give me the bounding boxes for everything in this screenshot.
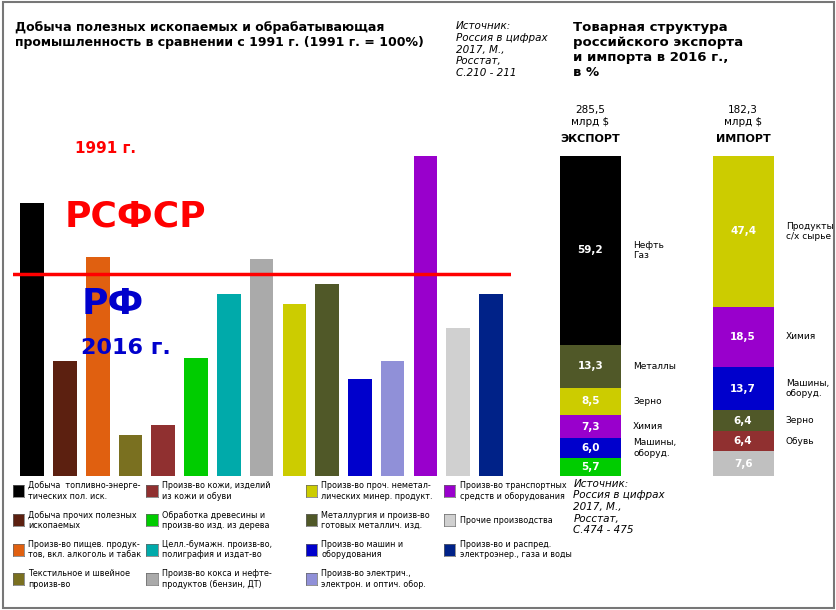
Text: Нефть
Газ: Нефть Газ [632,240,663,260]
Bar [119,436,142,476]
Bar [711,431,772,451]
Text: 1991 г.: 1991 г. [74,142,135,156]
Text: Химия: Химия [785,332,815,342]
Text: 6,0: 6,0 [580,443,599,453]
Text: 47,4: 47,4 [729,226,755,237]
Text: 5,7: 5,7 [580,462,599,472]
Text: Источник:
Россия в цифрах
2017, М.,
Росстат,
С.474 - 475: Источник: Россия в цифрах 2017, М., Росс… [573,479,664,535]
Text: Обработка древесины и
произв-во изд. из дерева: Обработка древесины и произв-во изд. из … [162,511,269,530]
Text: Произв-во кожи, изделий
из кожи и обуви: Произв-во кожи, изделий из кожи и обуви [162,481,271,501]
Bar [559,388,620,415]
Text: Произв-во машин и
оборудования: Произв-во машин и оборудования [321,540,403,559]
Text: Машины,
оборуд.: Машины, оборуд. [632,438,675,458]
Text: Произв-во пищев. продук-
тов, вкл. алкоголь и табак: Произв-во пищев. продук- тов, вкл. алког… [28,540,141,559]
Text: 7,6: 7,6 [733,459,752,468]
Text: 59,2: 59,2 [577,245,603,256]
Text: Обувь: Обувь [785,437,813,446]
Bar [20,203,44,476]
Text: Добыча полезных ископаемых и обрабатывающая
промышленность в сравнении с 1991 г.: Добыча полезных ископаемых и обрабатываю… [15,21,424,49]
Bar [559,439,620,458]
Bar [54,361,77,476]
Bar [380,361,404,476]
Text: Текстильное и швейное
произв-во: Текстильное и швейное произв-во [28,569,130,589]
Bar [711,367,772,411]
Bar [711,307,772,367]
Text: Добыча прочих полезных
ископаемых: Добыча прочих полезных ископаемых [28,511,137,530]
Bar [217,294,240,476]
Text: 18,5: 18,5 [729,332,755,342]
Text: 182,3
млрд $: 182,3 млрд $ [723,105,762,127]
Text: ЭКСПОРТ: ЭКСПОРТ [560,134,619,145]
Bar [283,304,306,476]
Bar [151,425,175,476]
Bar [559,156,620,345]
Text: Прочие производства: Прочие производства [459,516,552,525]
Text: Металлы: Металлы [632,362,675,371]
Bar [478,294,502,476]
Text: Зерно: Зерно [785,416,813,425]
Bar [86,257,110,476]
Text: 13,7: 13,7 [729,384,755,393]
Text: Источник:
Россия в цифрах
2017, М.,
Росстат,
С.210 - 211: Источник: Россия в цифрах 2017, М., Росс… [456,21,547,77]
Text: 6,4: 6,4 [733,416,752,426]
Text: Машины,
оборуд.: Машины, оборуд. [785,379,828,398]
Text: Произв-во электрич.,
электрон. и оптич. обор.: Произв-во электрич., электрон. и оптич. … [321,569,426,589]
Bar [559,345,620,388]
Bar [348,379,371,476]
Bar [559,458,620,476]
Bar [559,415,620,439]
Bar [184,359,207,476]
Text: Произв-во проч. неметал-
лических минер. продукт.: Произв-во проч. неметал- лических минер.… [321,481,432,501]
Text: 285,5
млрд $: 285,5 млрд $ [571,105,609,127]
Bar [249,259,273,476]
Text: РСФСР: РСФСР [65,200,206,234]
Bar [413,156,436,476]
Bar [315,284,339,476]
Text: 6,4: 6,4 [733,436,752,446]
Text: Продукты
с/х сырье: Продукты с/х сырье [785,222,833,241]
Text: Произв-во и распред.
электроэнер., газа и воды: Произв-во и распред. электроэнер., газа … [459,540,571,559]
Text: Произв-во транспортных
средств и оборудования: Произв-во транспортных средств и оборудо… [459,481,565,501]
Text: 8,5: 8,5 [580,396,599,406]
Text: РФ: РФ [81,287,144,321]
Bar [446,328,469,476]
Text: 7,3: 7,3 [580,422,599,432]
Text: Добыча  топливно-энерге-
тических пол. иск.: Добыча топливно-энерге- тических пол. ис… [28,481,140,501]
Text: Металлургия и произв-во
готовых металлич. изд.: Металлургия и произв-во готовых металлич… [321,511,430,530]
Bar [711,411,772,431]
Text: Целл.-бумажн. произв-во,
полиграфия и издат-во: Целл.-бумажн. произв-во, полиграфия и из… [162,540,272,559]
Text: Химия: Химия [632,422,663,431]
Text: Товарная структура
российского экспорта
и импорта в 2016 г.,
в %: Товарная структура российского экспорта … [573,21,742,79]
Bar [711,156,772,307]
Text: Произв-во кокса и нефте-
продуктов (бензин, ДТ): Произв-во кокса и нефте- продуктов (бенз… [162,569,272,589]
Text: ИМПОРТ: ИМПОРТ [715,134,770,145]
Text: 13,3: 13,3 [577,362,603,371]
Text: Зерно: Зерно [632,397,661,406]
Bar [711,451,772,476]
Text: 2016 г.: 2016 г. [81,339,171,358]
